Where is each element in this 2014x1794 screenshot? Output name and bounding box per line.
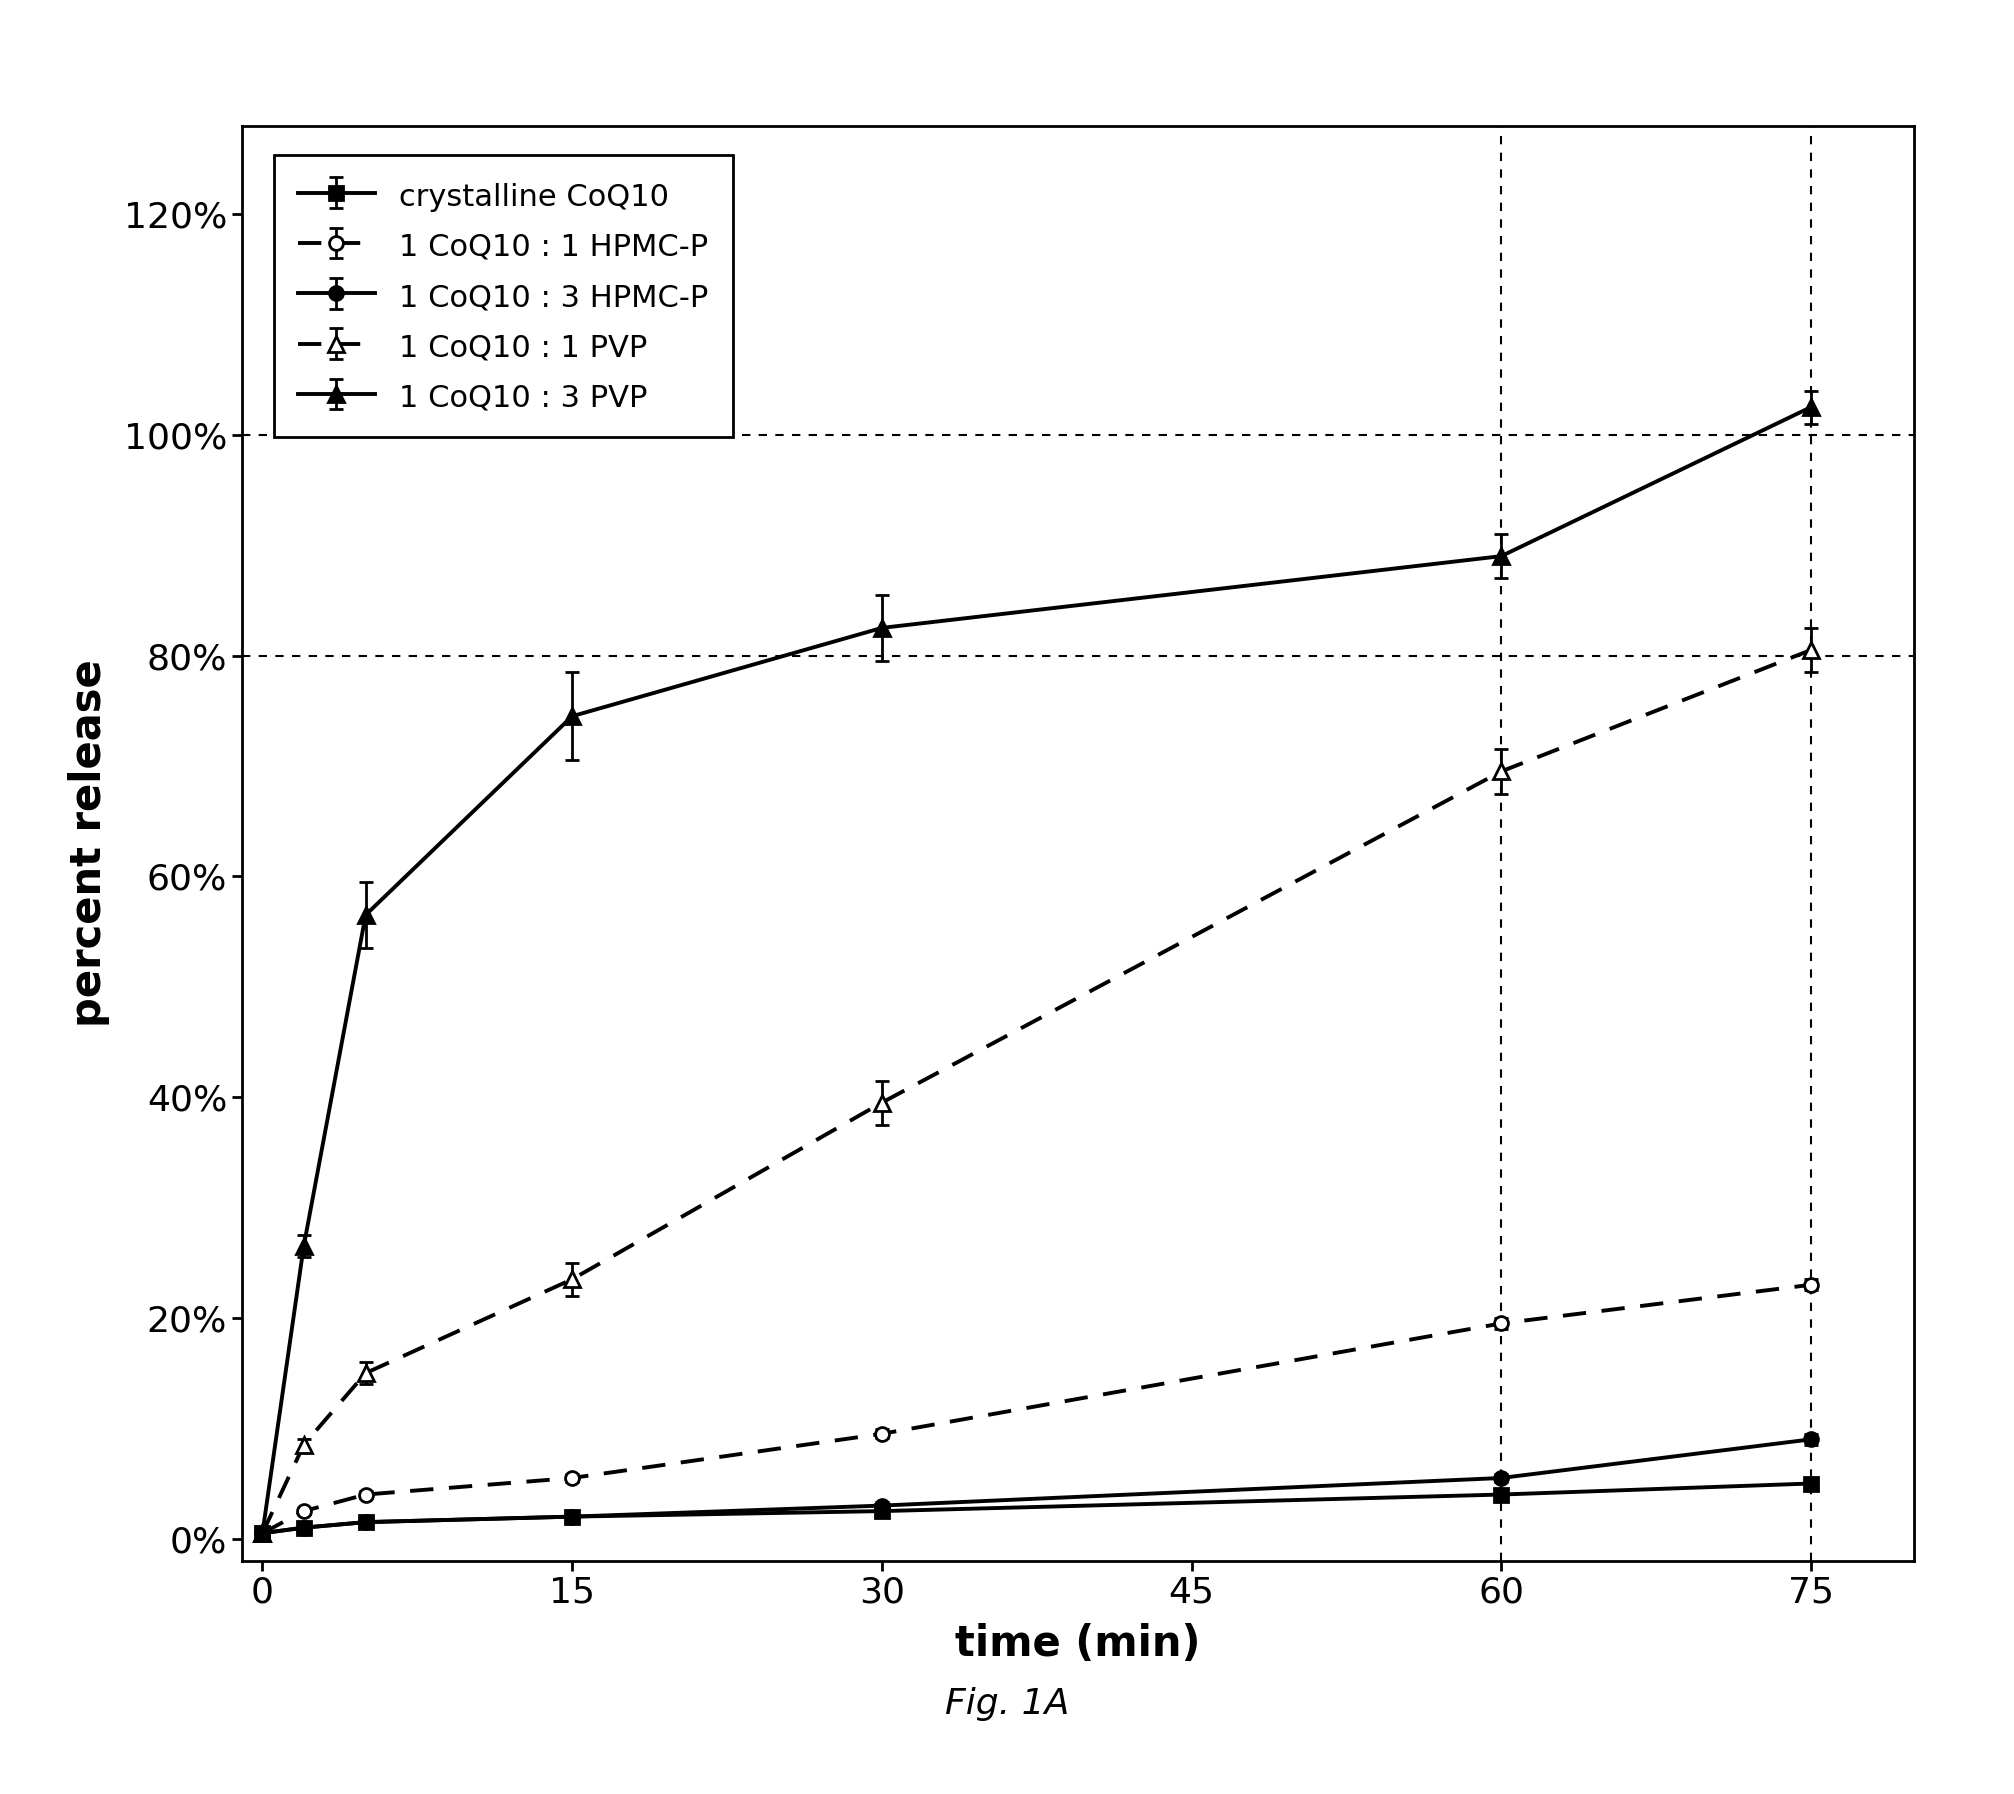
Text: Fig. 1A: Fig. 1A: [945, 1688, 1069, 1720]
Legend: crystalline CoQ10, 1 CoQ10 : 1 HPMC-P, 1 CoQ10 : 3 HPMC-P, 1 CoQ10 : 1 PVP, 1 Co: crystalline CoQ10, 1 CoQ10 : 1 HPMC-P, 1…: [274, 156, 733, 438]
X-axis label: time (min): time (min): [955, 1624, 1200, 1665]
Y-axis label: percent release: percent release: [68, 660, 111, 1026]
